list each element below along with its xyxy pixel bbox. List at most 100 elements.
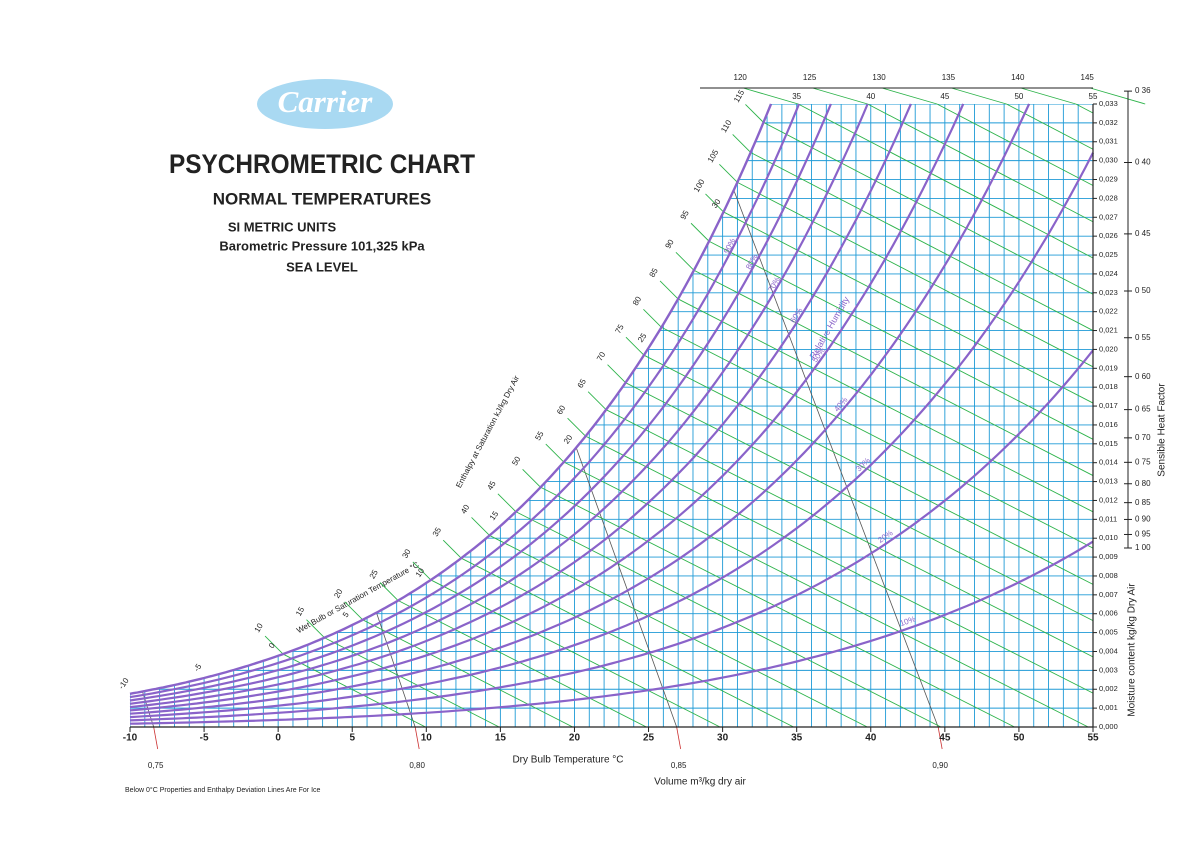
- y-tick-label: 0,030: [1099, 156, 1118, 165]
- y-tick-label: 0,025: [1099, 250, 1118, 259]
- y-tick-label: 0,020: [1099, 344, 1118, 353]
- shf-tick-label: 0 45: [1135, 229, 1151, 238]
- x-top-label: 55: [1089, 92, 1098, 101]
- enthalpy-line: [489, 535, 868, 728]
- y-tick-label: 0,000: [1099, 722, 1118, 731]
- enthalpy-ext: [705, 193, 724, 213]
- y-axis-label: Moisture content kg/kg Dry Air: [1127, 583, 1138, 717]
- shf-tick-label: 0 70: [1135, 433, 1151, 442]
- volume-label: 0,90: [932, 761, 948, 770]
- rh-curve: [129, 103, 801, 699]
- enthalpy-ext: [659, 280, 679, 300]
- y-tick-label: 0,022: [1099, 307, 1118, 316]
- enthalpy-ext: [881, 87, 938, 105]
- y-tick-label: 0,032: [1099, 118, 1118, 127]
- wet-bulb-label: 0: [267, 641, 277, 650]
- y-tick-label: 0,007: [1099, 590, 1118, 599]
- enthalpy-ext: [675, 251, 695, 271]
- x-tick-label: -10: [123, 733, 138, 744]
- enthalpy-ext: [442, 539, 462, 559]
- shf-tick-label: 0 95: [1135, 530, 1151, 539]
- y-tick-label: 0,010: [1099, 533, 1118, 542]
- y-tick-label: 0,031: [1099, 137, 1118, 146]
- volume-label: 0,85: [671, 761, 687, 770]
- x-tick-label: 50: [1013, 733, 1025, 744]
- enthalpy-line: [461, 557, 794, 728]
- enthalpy-label: 135: [942, 73, 956, 82]
- x-axis-label: Dry Bulb Temperature °C: [512, 755, 623, 766]
- y-tick-label: 0,016: [1099, 420, 1118, 429]
- enthalpy-ext: [1090, 87, 1146, 105]
- y-tick-label: 0,026: [1099, 231, 1118, 240]
- volume-tick: [937, 726, 943, 750]
- x-tick-label: 15: [495, 733, 507, 744]
- enthalpy-ext: [690, 222, 710, 242]
- enthalpy-ext: [1020, 87, 1076, 105]
- wet-bulb-label: -5: [192, 662, 204, 673]
- enthalpy-ext: [719, 164, 738, 183]
- enthalpy-line: [797, 103, 1094, 259]
- enthalpy-ext: [951, 87, 1007, 105]
- y-tick-label: 0,001: [1099, 703, 1118, 712]
- shf-tick-label: 0 36: [1135, 86, 1151, 95]
- x-tick-label: 45: [939, 733, 951, 744]
- enthalpy-ext: [306, 619, 325, 639]
- enthalpy-label: 130: [872, 73, 886, 82]
- enthalpy-ext: [643, 308, 662, 328]
- x-top-label: 45: [940, 92, 949, 101]
- y-tick-label: 0,009: [1099, 552, 1118, 561]
- enthalpy-ext: [587, 391, 607, 410]
- enthalpy-ext: [732, 134, 751, 153]
- x-tick-label: 35: [791, 733, 803, 744]
- enthalpy-ext: [497, 493, 517, 513]
- subtitle: NORMAL TEMPERATURES: [213, 189, 432, 208]
- sea-level: SEA LEVEL: [286, 259, 358, 274]
- y-tick-label: 0,012: [1099, 495, 1118, 504]
- shf-tick-label: 1 00: [1135, 543, 1151, 552]
- x-tick-label: 30: [717, 733, 729, 744]
- y-tick-label: 0,011: [1099, 514, 1117, 523]
- volume-tick: [414, 726, 420, 750]
- units: SI METRIC UNITS: [228, 219, 337, 234]
- y-tick-label: 0,021: [1099, 326, 1118, 335]
- enthalpy-line: [708, 240, 1094, 440]
- x-tick-label: 40: [865, 733, 877, 744]
- volume-label: Volume m³/kg dry air: [654, 777, 746, 788]
- y-tick-label: 0,006: [1099, 609, 1118, 618]
- enthalpy-ext: [812, 87, 868, 105]
- enthalpy-ext: [471, 517, 490, 536]
- enthalpy-line: [867, 103, 1094, 223]
- volume-line: [700, 104, 939, 727]
- enthalpy-line: [324, 637, 500, 728]
- x-top-label: 50: [1014, 92, 1023, 101]
- enthalpy-line: [936, 103, 1094, 186]
- rh-curve: [129, 103, 832, 702]
- x-top-label: 40: [866, 92, 875, 101]
- y-tick-label: 0,024: [1099, 269, 1118, 278]
- enthalpy-line: [362, 619, 573, 728]
- enthalpy-ext: [522, 468, 541, 488]
- x-tick-label: 25: [643, 733, 655, 744]
- x-tick-label: 20: [569, 733, 581, 744]
- enthalpy-label: 140: [1011, 73, 1025, 82]
- shf-tick-label: 0 75: [1135, 457, 1151, 466]
- y-tick-label: 0,013: [1099, 477, 1118, 486]
- shf-tick-label: 0 55: [1135, 333, 1151, 342]
- enthalpy-ext: [567, 417, 586, 437]
- enthalpy-ext: [607, 364, 626, 383]
- logo-badge: [257, 79, 393, 129]
- y-tick-label: 0,002: [1099, 684, 1118, 693]
- x-tick-label: -5: [200, 733, 209, 744]
- y-tick-label: 0,004: [1099, 646, 1118, 655]
- enthalpy-line: [693, 269, 1094, 476]
- enthalpy-label: 145: [1081, 73, 1095, 82]
- y-tick-label: 0,015: [1099, 439, 1118, 448]
- y-tick-label: 0,008: [1099, 571, 1118, 580]
- x-top-label: 35: [792, 92, 801, 101]
- enthalpy-line: [723, 211, 1094, 404]
- pressure: Barometric Pressure 101,325 kPa: [219, 238, 425, 253]
- volume-label: 0,75: [148, 761, 164, 770]
- shf-tick-label: 0 60: [1135, 372, 1151, 381]
- y-tick-label: 0,028: [1099, 193, 1118, 202]
